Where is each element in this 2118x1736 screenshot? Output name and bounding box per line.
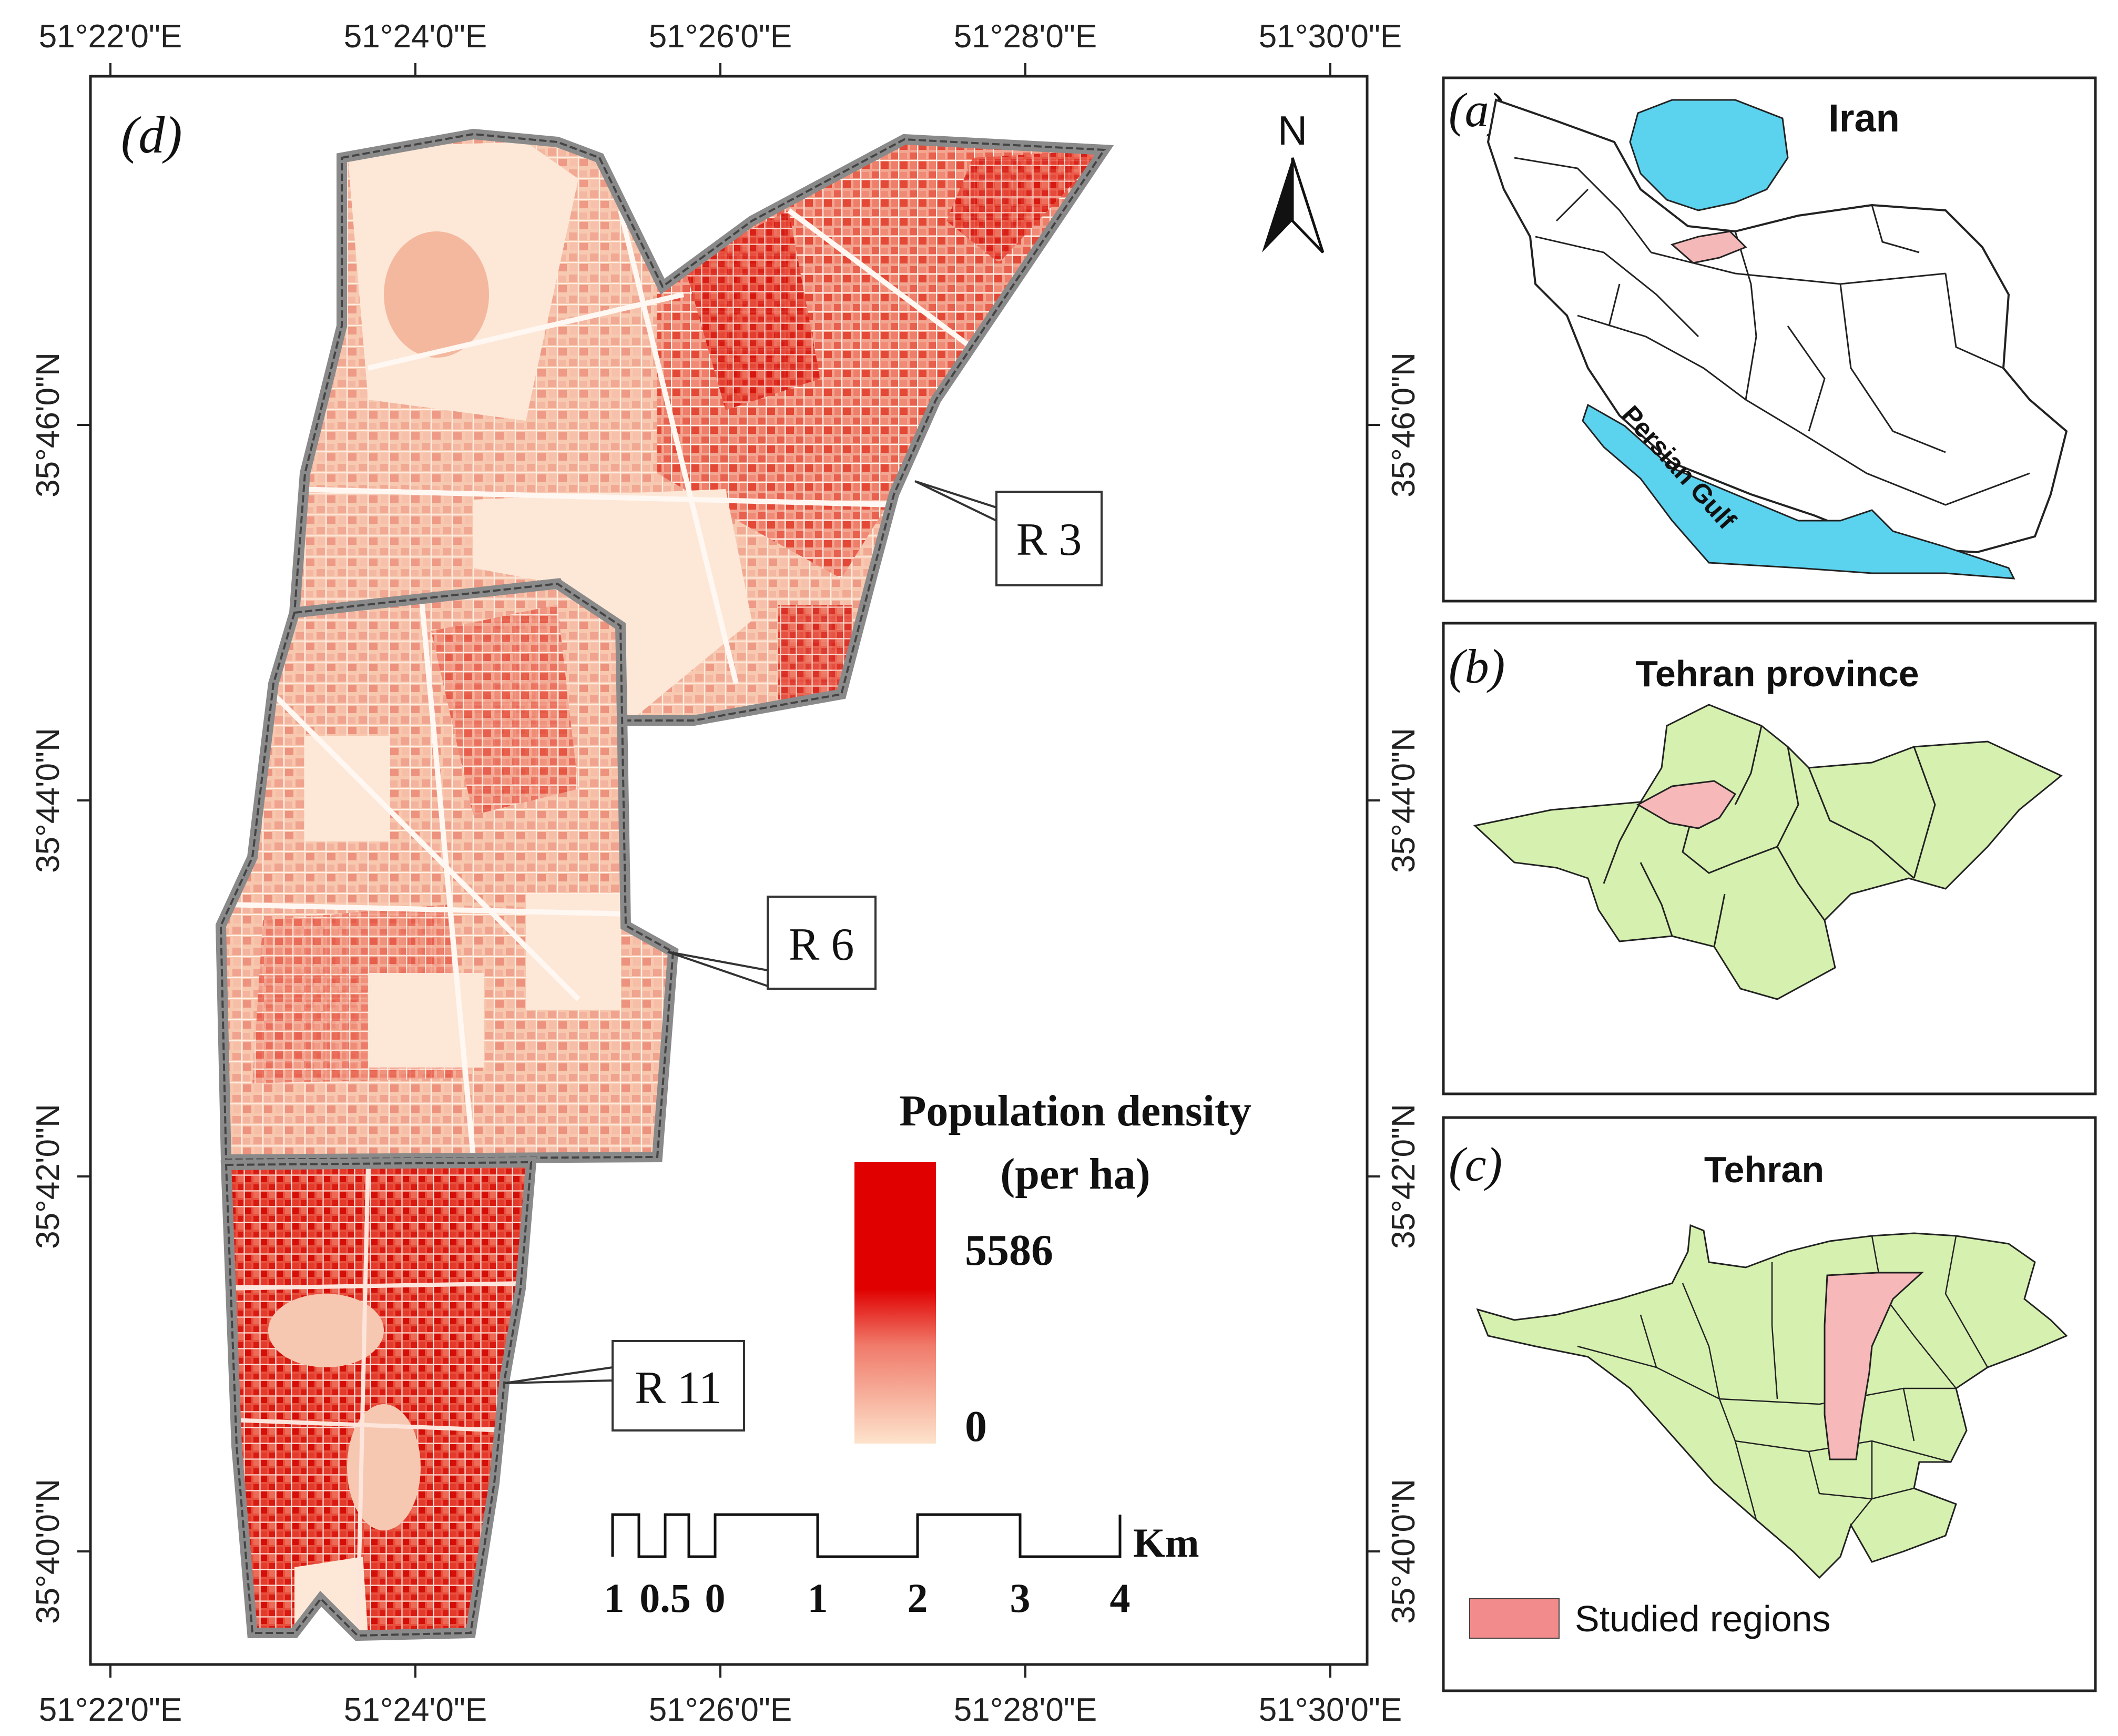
region-label-r11: R 11 bbox=[635, 1363, 721, 1414]
north-label: N bbox=[1278, 107, 1307, 154]
region-r11 bbox=[220, 1156, 537, 1641]
legend-color-ramp bbox=[854, 1162, 936, 1444]
region-label-r3: R 3 bbox=[1016, 514, 1082, 565]
scale-label-5: 2 bbox=[908, 1575, 928, 1621]
lon-label-top-2: 51°24'0"E bbox=[344, 18, 487, 55]
studied-regions-highlight bbox=[1824, 1272, 1924, 1460]
lon-label-top-1: 51°22'0"E bbox=[39, 18, 182, 55]
scale-label-7: 4 bbox=[1110, 1575, 1131, 1621]
scale-label-1: 1 bbox=[604, 1575, 625, 1621]
lat-label-right-1: 35°46'0"N bbox=[1386, 352, 1422, 498]
lon-label-bottom-4: 51°28'0"E bbox=[954, 1692, 1097, 1728]
lon-label-bottom-1: 51°22'0"E bbox=[39, 1692, 182, 1728]
callout-r3: R 3 bbox=[914, 480, 1103, 586]
lat-label-right-2: 35°44'0"N bbox=[1386, 728, 1422, 873]
inset-b-label: (b) bbox=[1449, 639, 1505, 693]
scale-label-6: 3 bbox=[1010, 1575, 1031, 1621]
lon-label-bottom-5: 51°30'0"E bbox=[1259, 1692, 1402, 1728]
iran-outline bbox=[1486, 98, 2068, 554]
scale-label-4: 1 bbox=[808, 1575, 828, 1621]
studied-regions-label: Studied regions bbox=[1575, 1598, 1830, 1639]
lon-label-bottom-3: 51°26'0"E bbox=[649, 1692, 792, 1728]
inset-c-label: (c) bbox=[1449, 1138, 1502, 1191]
legend-max-value: 5586 bbox=[965, 1226, 1053, 1275]
persian-gulf bbox=[1582, 403, 2015, 580]
scale-label-3: 0 bbox=[705, 1575, 726, 1621]
north-arrow-right-half bbox=[1291, 157, 1325, 253]
lon-label-top-5: 51°30'0"E bbox=[1259, 18, 1402, 55]
region-r6 bbox=[215, 578, 679, 1165]
studied-regions-swatch bbox=[1469, 1598, 1560, 1639]
inset-tehran-province: (b) Tehran province bbox=[1442, 622, 2097, 1095]
map-ticks bbox=[77, 63, 1380, 1678]
inset-tehran-city: (c) Tehran Studied regions bbox=[1442, 1116, 2097, 1692]
lat-label-left-1: 35°46'0"N bbox=[30, 352, 66, 498]
tehran-province-shape bbox=[1473, 704, 2063, 1000]
inset-a-title: Iran bbox=[1828, 96, 1900, 140]
north-arrow: N bbox=[1262, 107, 1325, 253]
panel-label-d: (d) bbox=[121, 106, 182, 164]
lat-label-left-2: 35°44'0"N bbox=[30, 728, 66, 873]
north-arrow-left-half bbox=[1262, 158, 1292, 252]
scale-label-2: 0.5 bbox=[639, 1575, 691, 1621]
inset-b-title: Tehran province bbox=[1635, 653, 1919, 694]
inset-iran: (a) Iran Persian Gulf bbox=[1442, 76, 2097, 603]
legend-title-line2: (per ha) bbox=[1000, 1150, 1150, 1199]
callout-r6: R 6 bbox=[667, 896, 877, 990]
legend-min-value: 0 bbox=[965, 1402, 987, 1451]
lat-label-left-3: 35°42'0"N bbox=[30, 1104, 66, 1249]
lon-label-top-3: 51°26'0"E bbox=[649, 18, 792, 55]
caspian-sea bbox=[1629, 99, 1789, 211]
density-legend: Population density (per ha) 5586 0 bbox=[854, 1087, 1251, 1451]
region-label-r6: R 6 bbox=[789, 919, 854, 970]
tehran-city-highlight bbox=[1636, 780, 1737, 829]
legend-title-line1: Population density bbox=[899, 1087, 1251, 1135]
lat-label-right-3: 35°42'0"N bbox=[1386, 1104, 1422, 1249]
callout-r11: R 11 bbox=[504, 1340, 745, 1432]
inset-c-title: Tehran bbox=[1704, 1149, 1824, 1190]
tehran-province-highlight bbox=[1670, 230, 1747, 264]
lon-label-top-4: 51°28'0"E bbox=[954, 18, 1097, 55]
scale-bar: Km 1 0.5 0 1 2 3 4 bbox=[604, 1513, 1199, 1621]
lon-label-bottom-2: 51°24'0"E bbox=[344, 1692, 487, 1728]
lat-label-left-4: 35°40'0"N bbox=[30, 1479, 66, 1624]
scale-unit: Km bbox=[1133, 1520, 1199, 1566]
lat-label-right-4: 35°40'0"N bbox=[1386, 1479, 1422, 1624]
